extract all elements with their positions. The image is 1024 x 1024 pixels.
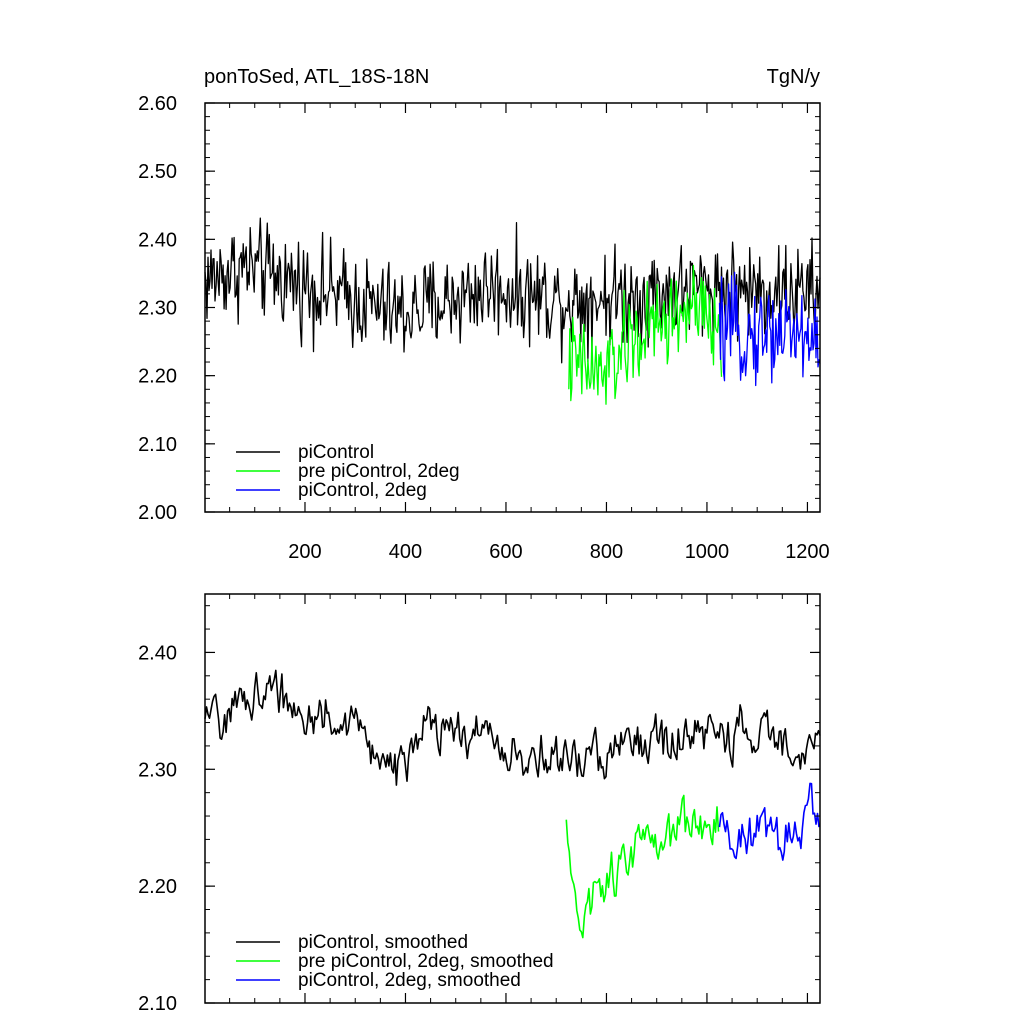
bottom-panel: 2.10 2.20 2.30 2.40 piControl, smoothedpre … xyxy=(138,593,821,1015)
series-line-top-1 xyxy=(204,217,821,364)
legend-label: piControl xyxy=(298,442,374,463)
top-title-left: ponToSed, ATL_18S-18N xyxy=(204,66,429,88)
legend-label: piControl, 2deg, smoothed xyxy=(298,970,521,991)
y-tick-label-bot: 2.40 xyxy=(138,642,177,664)
legend-label: piControl, smoothed xyxy=(298,932,468,953)
top-plot-frame xyxy=(204,102,821,513)
legend-label: piControl, 2deg xyxy=(298,480,427,501)
legend-label: pre piControl, 2deg, smoothed xyxy=(298,951,554,972)
y-tick-label-bot: 2.20 xyxy=(138,876,177,898)
series-line-top-3 xyxy=(718,271,821,387)
x-tick-label: 400 xyxy=(389,541,422,563)
x-tick-label: 800 xyxy=(590,541,623,563)
series-line-bot-3 xyxy=(718,782,820,861)
series-line-bot-2 xyxy=(565,794,720,939)
x-tick-label: 1200 xyxy=(785,541,830,563)
y-tick-label-top: 2.60 xyxy=(138,93,177,115)
y-tick-label-top: 2.20 xyxy=(138,366,177,388)
x-tick-label: 600 xyxy=(489,541,522,563)
y-tick-label-top: 2.00 xyxy=(138,502,177,524)
series-line-top-2 xyxy=(568,264,723,405)
legend-label: pre piControl, 2deg xyxy=(298,461,460,482)
x-tick-label: 1000 xyxy=(685,541,730,563)
y-tick-label-top: 2.50 xyxy=(138,161,177,183)
y-tick-label-top: 2.40 xyxy=(138,229,177,251)
y-tick-label-bot: 2.30 xyxy=(138,759,177,781)
y-tick-label-top: 2.30 xyxy=(138,298,177,320)
bottom-plot-frame xyxy=(204,593,821,1004)
top-panel: ponToSed, ATL_18S-18N TgN/y 2.00 2.10 2.20… xyxy=(138,66,830,563)
x-tick-label: 200 xyxy=(288,541,321,563)
series-line-bot-1 xyxy=(204,669,821,786)
y-tick-label-top: 2.10 xyxy=(138,434,177,456)
top-title-right: TgN/y xyxy=(767,66,820,88)
y-tick-label-bot: 2.10 xyxy=(138,993,177,1015)
